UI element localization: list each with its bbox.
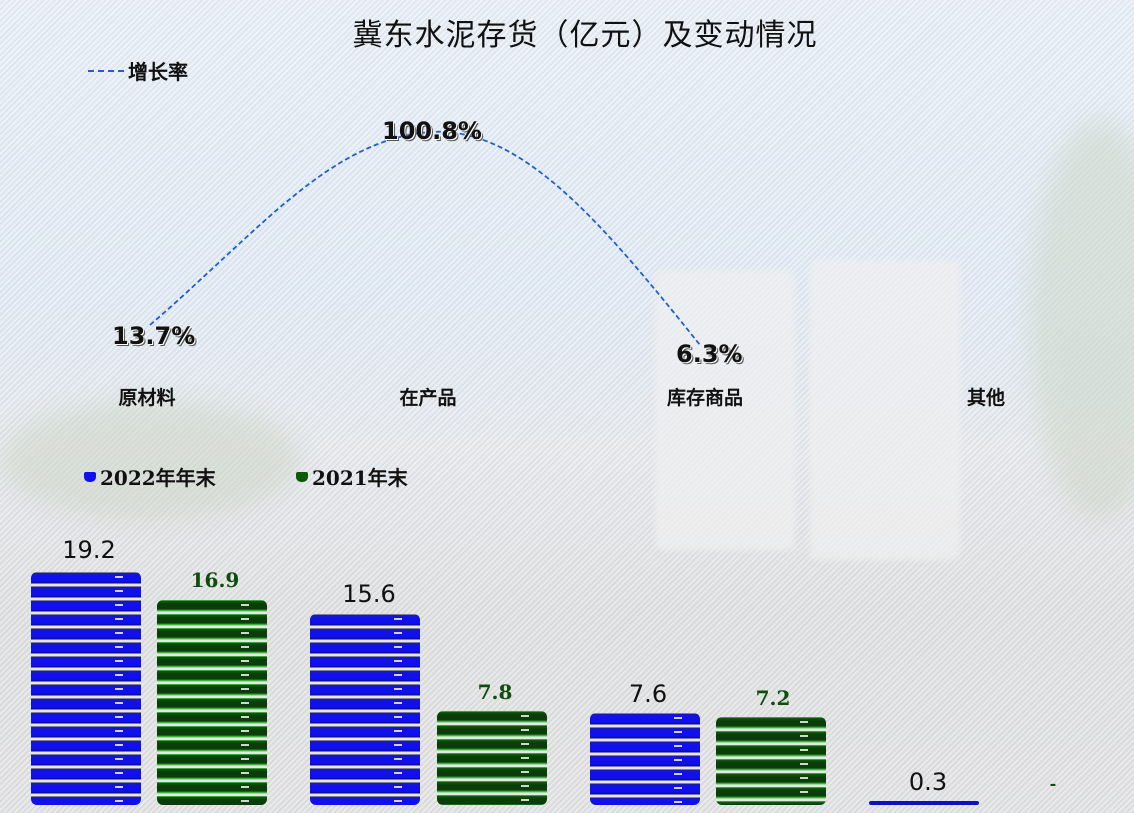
value-2022-finished-goods: 7.6 [628,680,668,708]
growth-label-work-in-progress: 100.8% [382,117,482,145]
category-label-work-in-progress: 在产品 [399,387,457,409]
bar-2021-finished-goods [716,717,826,805]
growth-label-finished-goods: 6.3% [676,340,743,368]
chart-title: 冀东水泥存货（亿元）及变动情况 [352,18,818,53]
bar-2021-raw-materials [157,600,267,805]
background-tree [1030,120,1134,520]
dashed-line-icon [88,69,124,72]
blue-disk-icon [84,471,96,482]
value-2021-other: - [1049,774,1057,793]
category-label-other: 其他 [966,387,1006,409]
bar-2022-raw-materials [31,572,141,805]
bar-legend-2022: 2022年年末 [84,462,216,491]
background-tree [0,400,300,520]
bar-2021-work-in-progress [437,711,547,805]
background-silo [810,260,960,560]
category-label-finished-goods: 库存商品 [666,387,744,409]
bar-2022-work-in-progress [310,614,420,805]
value-2021-finished-goods: 7.2 [755,686,791,710]
value-2021-raw-materials: 16.9 [190,568,240,592]
bar-2022-finished-goods [590,713,700,805]
value-2022-raw-materials: 19.2 [62,536,116,564]
line-legend-label: 增长率 [128,60,188,84]
category-label-raw-materials: 原材料 [118,387,176,409]
green-disk-icon [296,471,308,482]
bar-2022-other [869,801,979,805]
growth-label-raw-materials: 13.7% [112,322,196,350]
value-2022-work-in-progress: 15.6 [342,580,396,608]
value-2021-work-in-progress: 7.8 [477,680,513,704]
line-legend: 增长率 [88,56,188,85]
bar-legend-2021: 2021年末 [296,462,408,491]
value-2022-other: 0.3 [908,768,948,796]
